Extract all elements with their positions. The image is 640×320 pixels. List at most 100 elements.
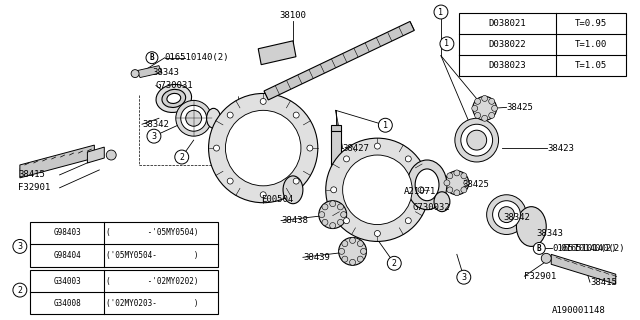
Circle shape (293, 178, 299, 184)
Circle shape (454, 190, 460, 196)
Circle shape (374, 230, 380, 236)
Circle shape (214, 145, 220, 151)
Text: 016510140(2): 016510140(2) (552, 244, 617, 253)
Circle shape (447, 187, 453, 193)
Circle shape (472, 105, 477, 111)
Circle shape (378, 118, 392, 132)
Circle shape (489, 112, 495, 118)
Text: ('05MY0504-        ): ('05MY0504- ) (106, 251, 199, 260)
Ellipse shape (283, 176, 303, 204)
Text: D038021: D038021 (489, 19, 526, 28)
Text: 2: 2 (17, 286, 22, 295)
Circle shape (455, 118, 499, 162)
Bar (30, 270, 218, 314)
Text: F32901: F32901 (524, 272, 557, 281)
Circle shape (330, 223, 336, 228)
Circle shape (106, 150, 116, 160)
Circle shape (227, 178, 233, 184)
Ellipse shape (167, 93, 180, 103)
Circle shape (176, 100, 212, 136)
Circle shape (387, 256, 401, 270)
Circle shape (464, 180, 470, 186)
Text: 38425: 38425 (506, 103, 533, 112)
Ellipse shape (415, 169, 439, 201)
Circle shape (13, 239, 27, 253)
Text: 38415: 38415 (18, 170, 45, 180)
Ellipse shape (319, 201, 347, 228)
Ellipse shape (207, 108, 221, 128)
Text: 38342: 38342 (504, 213, 531, 222)
Circle shape (418, 187, 424, 193)
Circle shape (489, 98, 495, 104)
Polygon shape (20, 145, 94, 178)
Circle shape (337, 220, 344, 225)
Text: 1: 1 (444, 39, 449, 48)
Circle shape (357, 241, 364, 247)
Circle shape (342, 256, 348, 262)
Circle shape (454, 170, 460, 176)
Circle shape (486, 195, 526, 235)
Circle shape (349, 259, 356, 265)
Bar (30, 221, 218, 267)
Text: 1: 1 (438, 7, 444, 17)
Circle shape (225, 110, 301, 186)
Text: 38439: 38439 (303, 253, 330, 262)
Circle shape (307, 145, 313, 151)
Ellipse shape (156, 84, 191, 112)
Text: G730032: G730032 (412, 203, 450, 212)
Text: 38415: 38415 (590, 278, 617, 287)
Circle shape (319, 212, 324, 218)
Text: 3: 3 (17, 242, 22, 251)
Circle shape (209, 93, 318, 203)
Circle shape (357, 256, 364, 262)
Circle shape (260, 192, 266, 198)
Circle shape (533, 243, 545, 254)
Circle shape (447, 173, 453, 179)
Circle shape (405, 156, 412, 162)
Text: T=1.05: T=1.05 (575, 61, 607, 70)
Ellipse shape (516, 207, 546, 246)
Polygon shape (551, 254, 616, 284)
Text: A190001148: A190001148 (552, 307, 606, 316)
Circle shape (339, 248, 344, 254)
Text: 1: 1 (383, 121, 388, 130)
Circle shape (344, 156, 349, 162)
Text: (        -'02MY0202): ( -'02MY0202) (106, 277, 199, 286)
Circle shape (13, 283, 27, 297)
Ellipse shape (445, 171, 468, 195)
Text: 3: 3 (461, 273, 467, 282)
Polygon shape (258, 41, 296, 65)
Bar (459, 13, 626, 76)
Circle shape (482, 115, 488, 121)
Polygon shape (137, 66, 162, 77)
Circle shape (342, 241, 348, 247)
Circle shape (475, 112, 481, 118)
Text: 38425: 38425 (463, 180, 490, 189)
Circle shape (331, 187, 337, 193)
Circle shape (180, 105, 207, 131)
Text: (        -'05MY0504): ( -'05MY0504) (106, 228, 199, 237)
Circle shape (227, 112, 233, 118)
Circle shape (405, 218, 412, 224)
Text: ('02MY0203-        ): ('02MY0203- ) (106, 299, 199, 308)
Circle shape (444, 180, 450, 186)
Polygon shape (331, 130, 340, 185)
Circle shape (492, 105, 497, 111)
Text: G34008: G34008 (53, 299, 81, 308)
Circle shape (175, 150, 189, 164)
Circle shape (461, 173, 467, 179)
Text: G730031: G730031 (156, 81, 193, 90)
Text: 38343: 38343 (536, 229, 563, 238)
Circle shape (440, 37, 454, 51)
Circle shape (330, 201, 336, 207)
Text: 38423: 38423 (547, 144, 574, 153)
Ellipse shape (473, 96, 497, 120)
Circle shape (322, 204, 328, 210)
Circle shape (360, 248, 367, 254)
Circle shape (337, 204, 344, 210)
Text: 2: 2 (392, 259, 397, 268)
Circle shape (482, 95, 488, 101)
Text: B: B (150, 53, 154, 62)
Circle shape (467, 130, 486, 150)
Text: G98403: G98403 (53, 228, 81, 237)
